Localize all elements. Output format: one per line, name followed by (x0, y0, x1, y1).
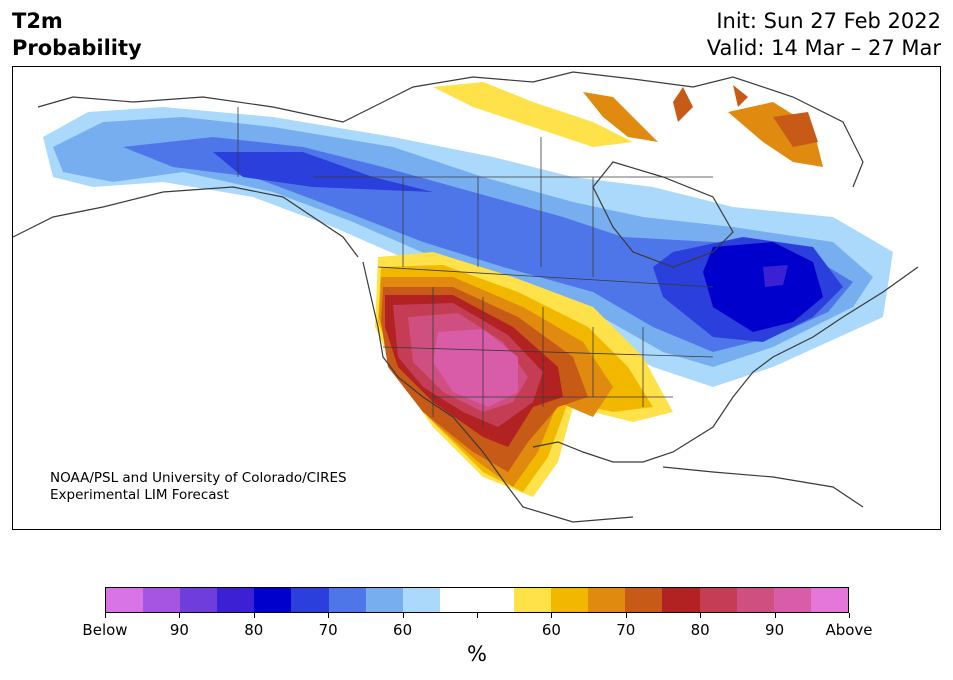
colorbar-segment (217, 588, 255, 612)
colorbar-segment (662, 588, 700, 612)
forecast-map: NOAA/PSL and University of Colorado/CIRE… (12, 66, 941, 530)
product-label: Probability (12, 36, 142, 60)
colorbar-tick (700, 613, 702, 618)
colorbar-tick-label: 80 (690, 621, 710, 639)
colorbar-segment (106, 588, 144, 612)
colorbar-tick-label: 60 (393, 621, 413, 639)
colorbar-segment (143, 588, 181, 612)
warm-north-yellow (433, 82, 633, 147)
colorbar (105, 587, 849, 613)
colorbar-segment (291, 588, 329, 612)
warm-north-rust (673, 85, 818, 147)
colorbar-segment (439, 588, 477, 612)
colorbar-tick-label: 70 (318, 621, 338, 639)
colorbar-segment (551, 588, 589, 612)
cold-extreme (763, 265, 788, 287)
colorbar-segment (476, 588, 515, 612)
colorbar-segment (588, 588, 626, 612)
colorbar-tick-label: 90 (169, 621, 189, 639)
colorbar-tick (402, 613, 404, 618)
colorbar-unit: % (467, 642, 487, 666)
colorbar-segment (810, 588, 848, 612)
credit-line-1: NOAA/PSL and University of Colorado/CIRE… (50, 470, 347, 486)
map-canvas (13, 71, 919, 523)
cold-core (703, 242, 823, 332)
colorbar-tick (105, 613, 106, 618)
political-borders (237, 107, 714, 427)
colorbar-tick (179, 613, 181, 618)
cold-band-strong (213, 152, 843, 342)
credit-line-2: Experimental LIM Forecast (50, 487, 229, 503)
colorbar-tick (328, 613, 330, 618)
colorbar-ticks (105, 613, 850, 621)
colorbar-segment (699, 588, 737, 612)
data-credit: NOAA/PSL and University of Colorado/CIRE… (50, 470, 347, 504)
valid-range: Valid: 14 Mar – 27 Mar (706, 36, 941, 60)
colorbar-tick (551, 613, 553, 618)
colorbar-tick-label: Below (82, 621, 128, 639)
map-title: T2m Probability (12, 8, 142, 62)
colorbar-segment (328, 588, 366, 612)
colorbar-tick-label: Above (825, 621, 873, 639)
colorbar-segment (402, 588, 440, 612)
colorbar-tick (477, 613, 478, 618)
coastlines (13, 71, 919, 523)
warm-north-orange (583, 92, 823, 167)
variable-label: T2m (12, 9, 63, 33)
colorbar-tick-label: 90 (765, 621, 785, 639)
init-date: Init: Sun 27 Feb 2022 (716, 9, 941, 33)
date-info: Init: Sun 27 Feb 2022 Valid: 14 Mar – 27… (707, 8, 941, 62)
colorbar-segment (736, 588, 774, 612)
colorbar-tick (849, 613, 850, 618)
colorbar-segment (254, 588, 292, 612)
colorbar-segment (365, 588, 403, 612)
colorbar-tick (253, 613, 255, 618)
colorbar-tick-label: 80 (244, 621, 264, 639)
colorbar-segment (625, 588, 663, 612)
warm-core (433, 329, 518, 407)
colorbar-segment (514, 588, 552, 612)
colorbar-segment (773, 588, 811, 612)
colorbar-tick (774, 613, 776, 618)
colorbar-tick-label: 60 (541, 621, 561, 639)
colorbar-tick-label: 70 (616, 621, 636, 639)
colorbar-tick (625, 613, 627, 618)
colorbar-segment (180, 588, 218, 612)
